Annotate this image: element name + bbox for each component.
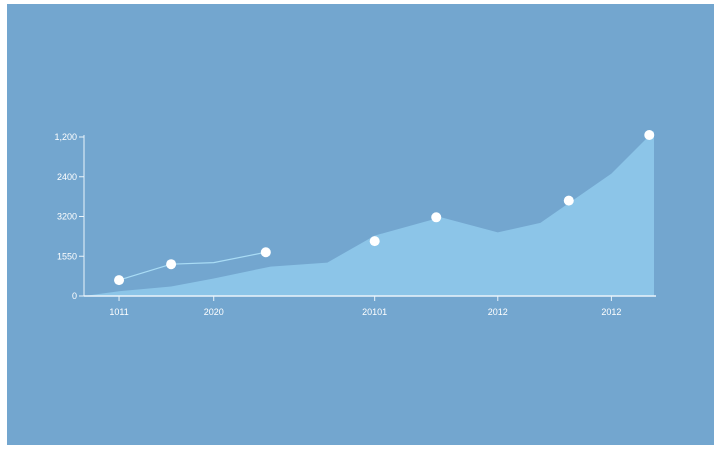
y-tick-label: 1,200: [54, 132, 77, 142]
line-series: [118, 251, 266, 281]
x-tick-label: 2012: [601, 307, 621, 317]
x-tick-label: 20101: [362, 307, 387, 317]
area-series: [84, 131, 654, 296]
y-tick-label: 1550: [57, 251, 77, 261]
data-point: [260, 247, 271, 258]
x-tick-label: 2020: [204, 307, 224, 317]
data-point: [166, 259, 177, 270]
y-tick-label: 0: [72, 291, 77, 301]
chart-background: 0 1550 3200 2400 1,200 1011 2020 20101 2012 2012: [7, 4, 714, 445]
area-chart: 0 1550 3200 2400 1,200 1011 2020 20101 2012 2012: [54, 130, 656, 317]
x-tick-label: 1011: [109, 307, 128, 317]
data-point: [114, 275, 125, 286]
y-tick-label: 2400: [57, 172, 77, 182]
data-point: [563, 195, 574, 206]
data-point: [644, 130, 655, 141]
y-tick-label: 3200: [57, 212, 77, 222]
data-point: [369, 236, 380, 247]
x-tick-label: 2012: [488, 307, 508, 317]
data-point: [431, 212, 442, 223]
